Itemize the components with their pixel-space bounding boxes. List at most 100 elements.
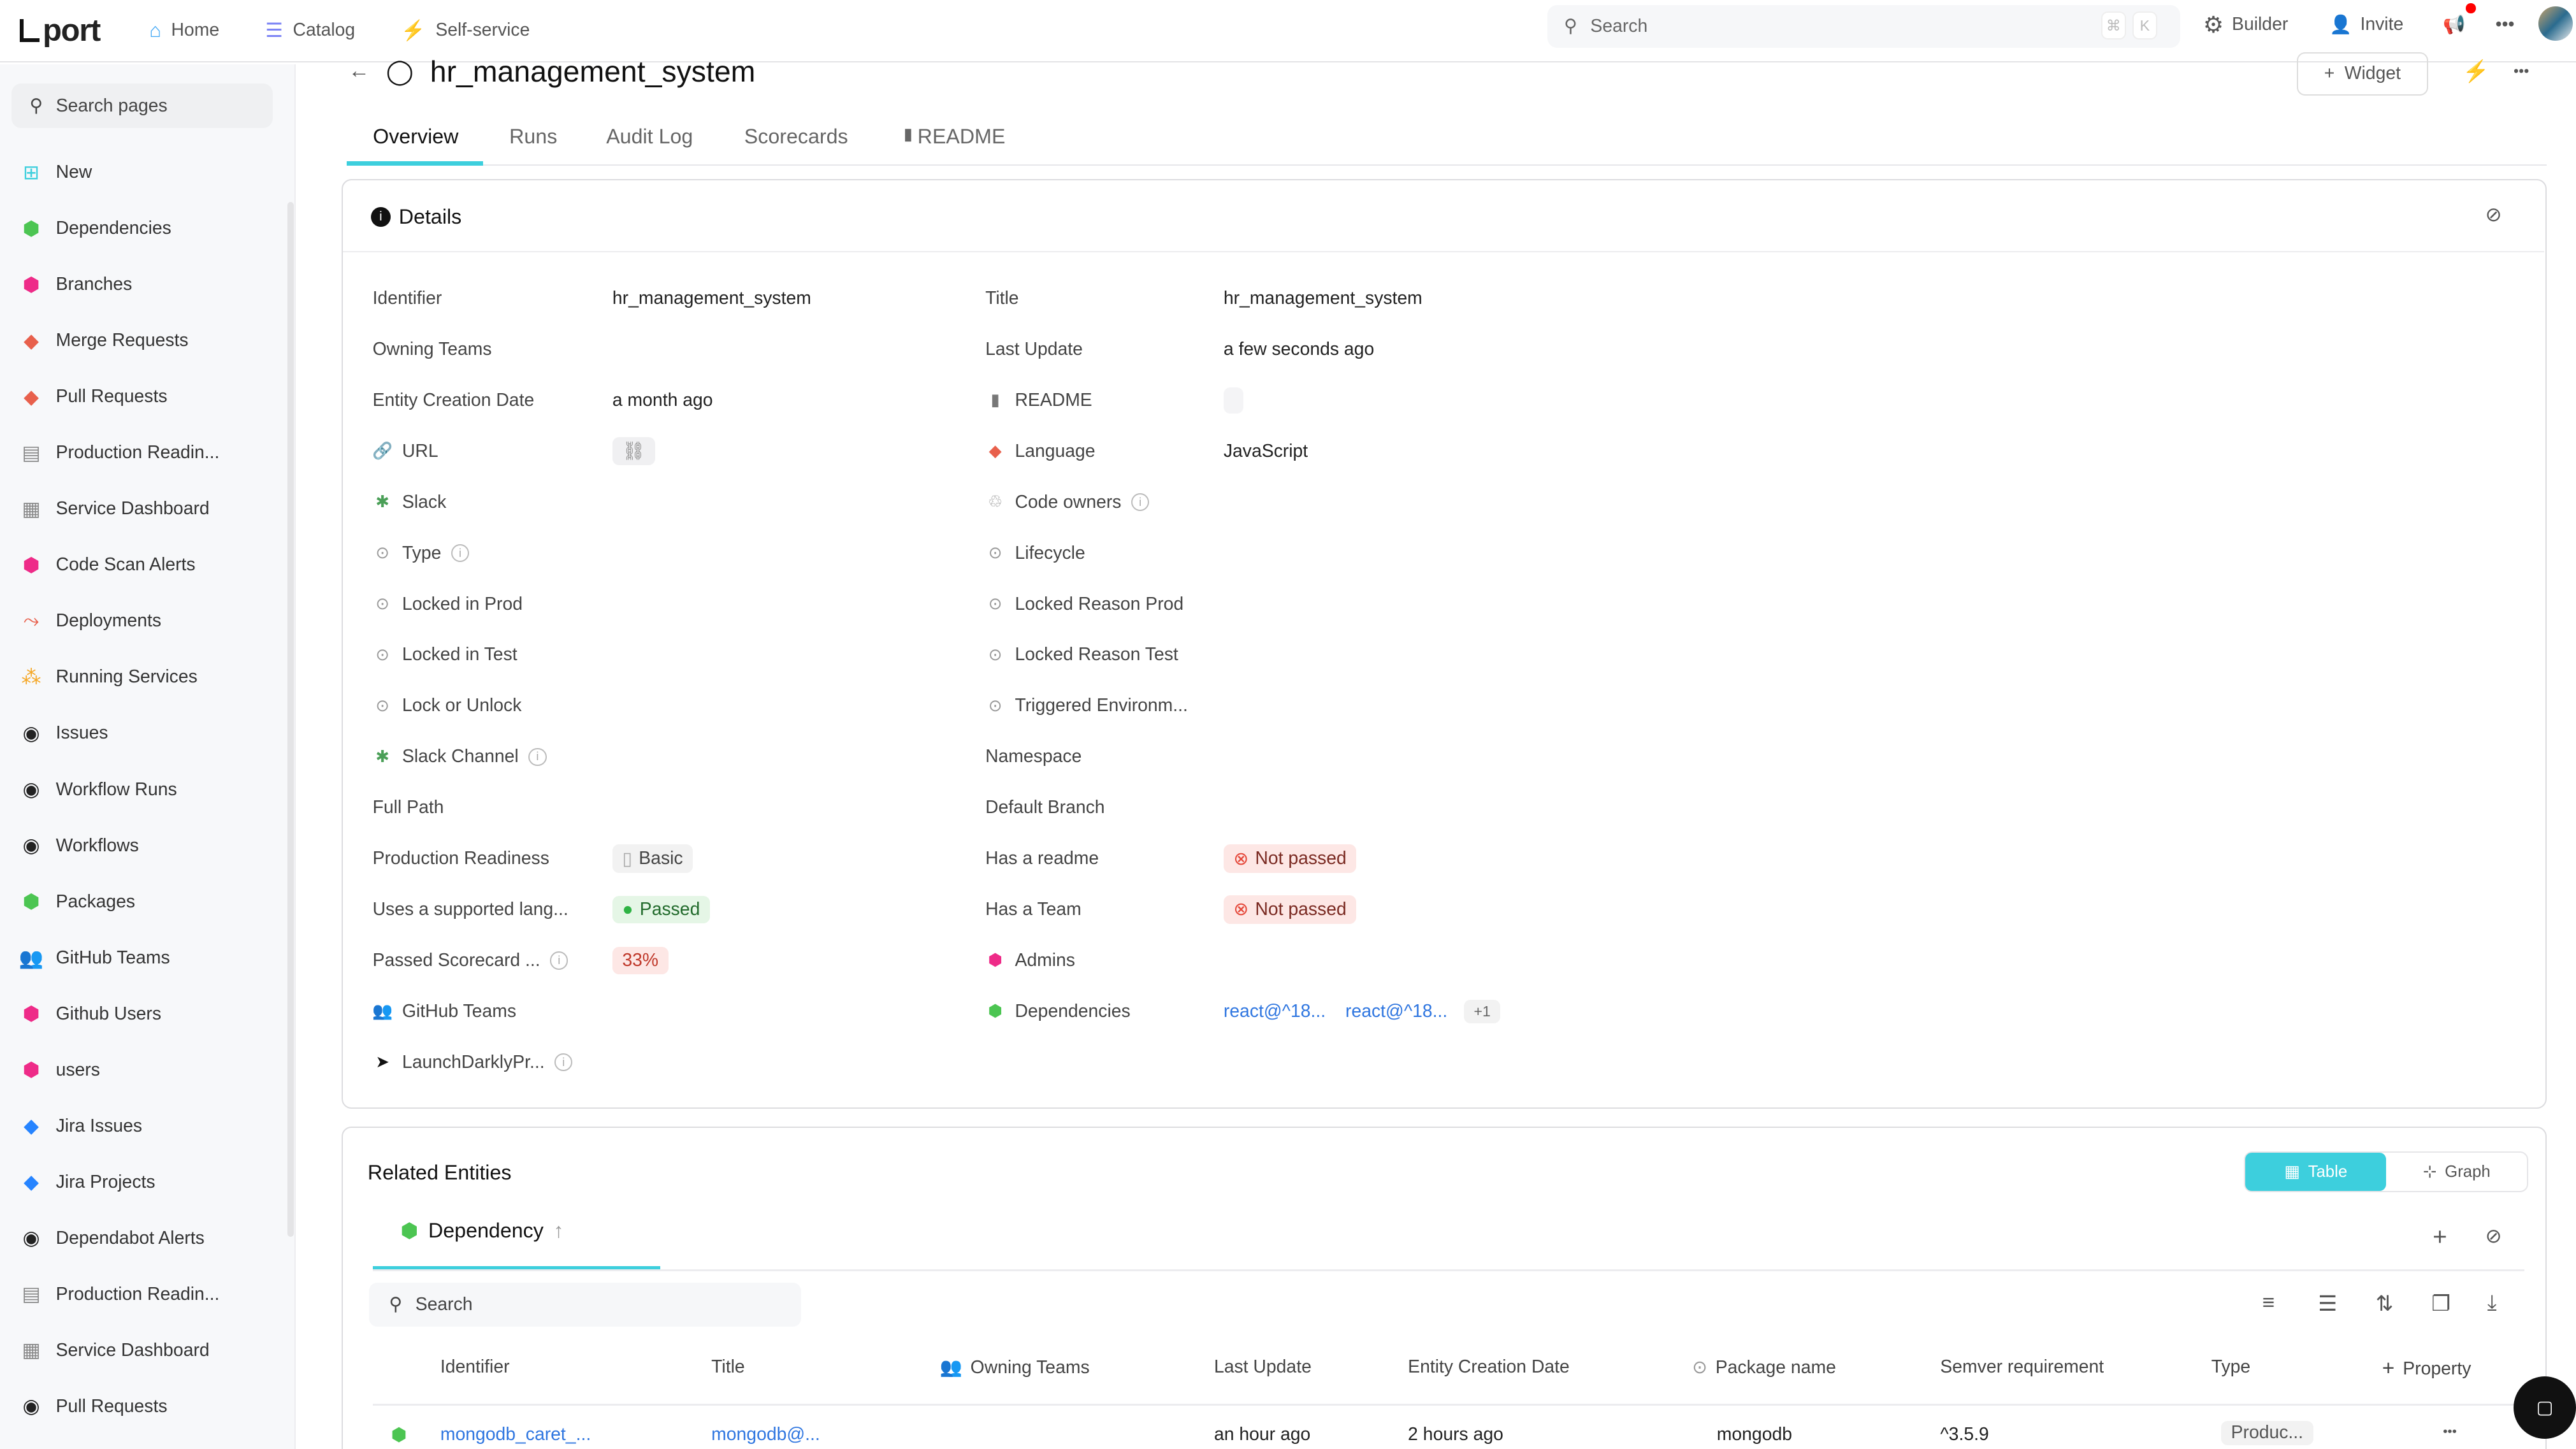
info-icon[interactable]: i [528, 747, 547, 766]
sidebar-item[interactable]: ▦ Service Dashboard [20, 1336, 209, 1365]
sidebar-item[interactable]: ⬢ Dependencies [20, 213, 171, 243]
table-view-button[interactable]: ▦ Table [2245, 1153, 2387, 1192]
sidebar-item[interactable]: ⁂ Running Services [20, 663, 198, 692]
hide-eye-icon[interactable]: ⊘ [2485, 203, 2502, 226]
sidebar-item[interactable]: ◆ Jira Projects [20, 1167, 155, 1197]
dependency-link[interactable]: react@^18... [1345, 1000, 1448, 1021]
column-label: Type [2211, 1357, 2251, 1378]
column-header[interactable]: Entity Creation Date [1408, 1357, 1570, 1378]
sidebar-item[interactable]: ⬢ users [20, 1055, 99, 1085]
tab-dependency[interactable]: ⬢ Dependency ↑ [400, 1218, 563, 1243]
label-text: Code owners [1015, 491, 1122, 512]
field-value: hr_management_system [1223, 288, 1422, 309]
info-icon[interactable]: i [554, 1053, 573, 1072]
sidebar-item[interactable]: ▦ Service Dashboard [20, 494, 209, 524]
field-value-cell [1223, 386, 1243, 415]
slack-icon: ✱ [375, 747, 389, 766]
nav-catalog[interactable]: ☰ Catalog [265, 19, 355, 42]
book-icon: ▮ [903, 125, 913, 143]
dependency-link[interactable]: react@^18... [1223, 1000, 1326, 1021]
home-icon: ⌂ [149, 18, 162, 41]
more-icon[interactable]: ••• [2514, 62, 2529, 79]
sidebar-item[interactable]: ◆ Merge Requests [20, 326, 189, 356]
sidebar-item[interactable]: ◆ Jira Issues [20, 1111, 142, 1141]
announcements-button[interactable]: 📢 [2443, 0, 2476, 49]
column-header[interactable]: + Property [2382, 1357, 2471, 1381]
column-header[interactable]: Title [711, 1357, 745, 1378]
global-search-input[interactable]: ⚲ Search ⌘ K [1547, 4, 2180, 48]
list-icon[interactable]: ☰ [2318, 1292, 2338, 1316]
sidebar-item[interactable]: ⊞ New [20, 157, 92, 187]
column-header[interactable]: Last Update [1214, 1357, 1312, 1378]
label-text: Admins [1015, 949, 1075, 970]
nav-self-service[interactable]: ⚡ Self-service [401, 18, 530, 42]
sidebar-item[interactable]: ◆ Pull Requests [20, 382, 167, 412]
cube-icon: ⬢ [22, 273, 40, 296]
related-search-input[interactable]: ⚲ Search [369, 1282, 802, 1327]
tab-overview[interactable]: Overview [373, 124, 459, 148]
download-icon[interactable]: ⤓ [2487, 1291, 2497, 1315]
table-cell[interactable]: mongodb_caret_... [440, 1424, 591, 1445]
sidebar-item[interactable]: ⬢ Branches [20, 270, 132, 299]
sidebar-item[interactable]: ◉ Dependabot Alerts [20, 1223, 204, 1253]
sidebar-item[interactable]: ⬢ Code Scan Alerts [20, 551, 195, 580]
invite-button[interactable]: 👤 Invite [2329, 0, 2403, 49]
sidebar-item[interactable]: ◉ Issues [20, 719, 108, 748]
more-count-badge[interactable]: +1 [1464, 999, 1501, 1023]
team-icon: 👥 [18, 946, 44, 969]
filter-icon[interactable]: ≡ [2262, 1291, 2275, 1315]
sidebar-item[interactable]: ▤ Production Readin... [20, 1280, 219, 1309]
add-icon[interactable]: + [2433, 1223, 2447, 1251]
field-value: hr_management_system [612, 288, 811, 309]
info-icon[interactable]: i [1131, 493, 1150, 512]
sidebar-item[interactable]: ⬢ Packages [20, 887, 135, 916]
field-label: ⊙ Locked Reason Prod [985, 591, 1183, 617]
column-header[interactable]: ⊙ Package name [1692, 1357, 1836, 1378]
sidebar-item[interactable]: ◉ Pull Requests [20, 1392, 167, 1421]
sort-icon[interactable]: ⇅ [2375, 1292, 2394, 1316]
copy-icon[interactable]: ❐ [2431, 1292, 2451, 1316]
cube-icon: ⬢ [22, 1002, 40, 1025]
column-header[interactable]: Semver requirement [1940, 1357, 2104, 1378]
tab-scorecards[interactable]: Scorecards [744, 124, 848, 148]
graph-view-button[interactable]: ⊹ Graph [2386, 1153, 2527, 1191]
sidebar-item[interactable]: ⬢ Github Users [20, 999, 161, 1028]
column-header[interactable]: Identifier [440, 1357, 510, 1378]
more-menu-button[interactable]: ••• [2496, 0, 2515, 49]
add-widget-button[interactable]: + Widget [2296, 52, 2428, 96]
sidebar-item[interactable]: 👥 GitHub Teams [18, 943, 170, 972]
chat-widget-button[interactable]: ▢ [2514, 1376, 2576, 1439]
lightning-icon[interactable]: ⚡ [2463, 59, 2489, 83]
field-value-cell: ⊗ Not passed [1223, 844, 1357, 873]
nav-home[interactable]: ⌂ Home [149, 19, 219, 42]
label-text: Full Path [372, 797, 444, 818]
sidebar-item[interactable]: ⤳ Deployments [20, 607, 161, 636]
field-value-cell: react@^18... react@^18... +1 [1224, 997, 1501, 1026]
table-cell[interactable]: mongodb@... [711, 1424, 820, 1445]
readme-empty[interactable] [1223, 387, 1243, 414]
link-icon[interactable]: ⛓ [612, 437, 655, 466]
field-value: a few seconds ago [1223, 338, 1375, 359]
user-avatar[interactable] [2538, 6, 2573, 41]
sidebar-item[interactable]: ◉ Workflows [20, 831, 138, 860]
top-nav-bar: port ⌂ Home ☰ Catalog ⚡ Self-service ⚲ Searc… [0, 0, 2576, 62]
sidebar-item[interactable]: ◉ Workflow Runs [20, 775, 177, 804]
port-logo[interactable]: port [19, 13, 101, 48]
builder-button[interactable]: ⚙ Builder [2203, 0, 2288, 49]
search-pages-input[interactable]: ⚲ Search pages [11, 83, 273, 129]
column-header[interactable]: 👥 Owning Teams [940, 1357, 1090, 1378]
sidebar-scrollbar[interactable] [287, 202, 294, 1237]
column-header[interactable]: Type [2211, 1357, 2250, 1378]
info-icon[interactable]: i [451, 544, 470, 563]
sidebar-item[interactable]: ▤ Production Readin... [20, 438, 219, 468]
hide-eye-icon[interactable]: ⊘ [2485, 1225, 2502, 1248]
lightning-icon: ⚡ [401, 19, 426, 42]
row-more-icon[interactable]: ••• [2443, 1424, 2457, 1439]
tab-readme[interactable]: ▮ README [904, 125, 1006, 148]
info-icon[interactable]: i [550, 951, 568, 970]
tab-audit-log[interactable]: Audit Log [606, 124, 693, 148]
nav-label: Self-service [435, 20, 530, 41]
back-arrow-icon[interactable]: ← [348, 59, 370, 83]
details-card: i Details ⊘ Identifier hr_management_syste… [342, 178, 2547, 1109]
tab-runs[interactable]: Runs [509, 124, 558, 148]
